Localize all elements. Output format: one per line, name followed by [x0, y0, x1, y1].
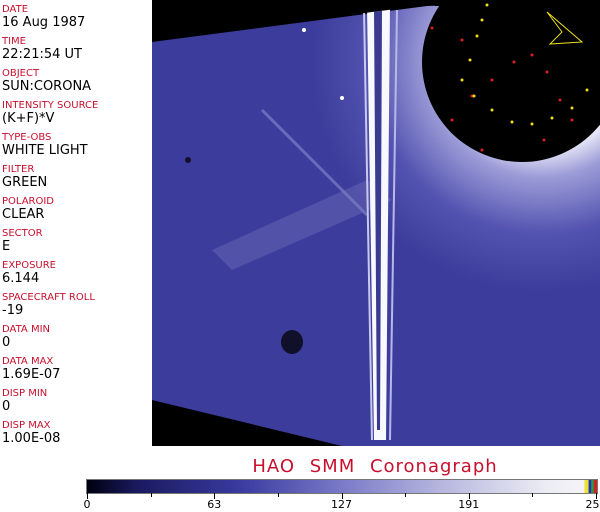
field-label: INTENSITY SOURCE [2, 100, 99, 111]
colorbar-minor-tick [405, 493, 407, 497]
field-object: OBJECT SUN:CORONA [2, 68, 91, 94]
chart-title: HAO SMM Coronagraph [252, 456, 498, 477]
colorbar-tick-label: 127 [331, 498, 352, 511]
field-value: -19 [2, 303, 24, 318]
field-label: DATE [2, 4, 29, 15]
field-value: (K+F)*V [2, 111, 55, 126]
field-type-obs: TYPE-OBS WHITE LIGHT [2, 132, 88, 158]
field-value: 1.00E-08 [2, 431, 61, 446]
field-disp-min: DISP MIN 0 [2, 388, 47, 414]
field-exposure: EXPOSURE 6.144 [2, 260, 56, 286]
colorbar-tick-label: 255 [585, 498, 600, 511]
colorbar-tick-label: 63 [207, 498, 222, 511]
colorbar-tick [596, 493, 597, 499]
field-intensity-source: INTENSITY SOURCE (K+F)*V [2, 100, 98, 126]
field-value: 6.144 [2, 271, 40, 286]
field-label: EXPOSURE [2, 260, 57, 271]
field-date: DATE 16 Aug 1987 [2, 4, 85, 30]
field-value: 22:21:54 UT [2, 47, 82, 62]
field-label: SECTOR [2, 228, 43, 239]
field-label: OBJECT [2, 68, 40, 79]
field-label: TIME [2, 36, 27, 47]
field-label: FILTER [2, 164, 35, 175]
field-label: DISP MAX [2, 420, 51, 431]
field-label: DATA MIN [2, 324, 50, 335]
field-data-min: DATA MIN 0 [2, 324, 50, 350]
field-sector: SECTOR E [2, 228, 43, 254]
field-value: WHITE LIGHT [2, 143, 88, 158]
field-label: DISP MIN [2, 388, 48, 399]
color-bar [86, 479, 598, 494]
field-label: DATA MAX [2, 356, 54, 367]
field-value: GREEN [2, 175, 48, 190]
orientation-marker [546, 11, 584, 45]
colorbar-tick [341, 493, 343, 499]
field-spacecraft-roll: SPACECRAFT ROLL -19 [2, 292, 95, 318]
field-label: POLAROID [2, 196, 55, 207]
field-value: E [2, 239, 11, 254]
colorbar-minor-tick [150, 493, 152, 497]
field-time: TIME 22:21:54 UT [2, 36, 82, 62]
field-value: CLEAR [2, 207, 45, 222]
coronagraph-image [152, 0, 600, 446]
colorbar-minor-tick [277, 493, 279, 497]
header-info-panel: DATE 16 Aug 1987 TIME 22:21:54 UT OBJECT SUN:… [0, 0, 153, 446]
field-filter: FILTER GREEN [2, 164, 47, 190]
occulting-disk [422, 0, 600, 162]
field-label: SPACECRAFT ROLL [2, 292, 95, 303]
field-label: TYPE-OBS [2, 132, 52, 143]
colorbar-minor-tick [532, 493, 534, 497]
field-value: 16 Aug 1987 [2, 15, 86, 30]
colorbar-tick [214, 493, 216, 499]
field-value: 0 [2, 335, 11, 350]
field-value: SUN:CORONA [2, 79, 92, 94]
colorbar-tick [468, 493, 470, 499]
colorbar-tick-label: 0 [83, 498, 91, 511]
field-polaroid: POLAROID CLEAR [2, 196, 54, 222]
solar-grid-markers [430, 3, 589, 152]
colorbar-tick [87, 493, 88, 499]
field-disp-max: DISP MAX 1.00E-08 [2, 420, 60, 446]
colorbar-tick-label: 191 [458, 498, 480, 511]
field-value: 0 [2, 399, 11, 414]
field-data-max: DATA MAX 1.69E-07 [2, 356, 60, 382]
field-value: 1.69E-07 [2, 367, 61, 382]
